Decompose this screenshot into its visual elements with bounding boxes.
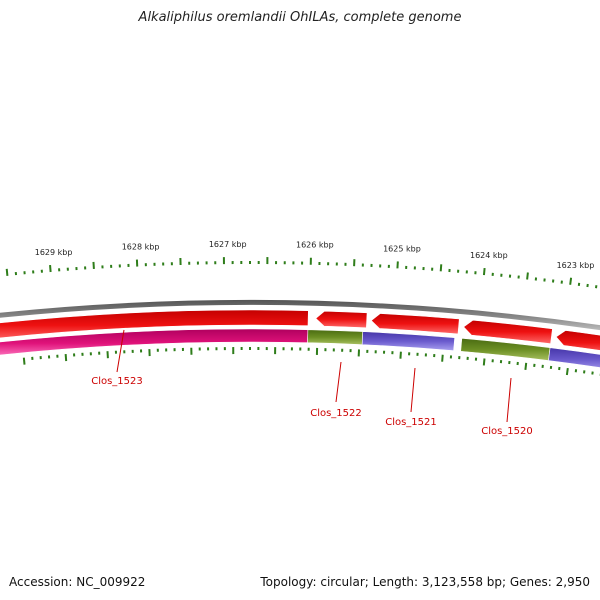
reverse-cds: [548, 347, 600, 368]
outer-tick: [49, 264, 52, 273]
inner-tick: [441, 354, 444, 362]
scale-label: 1626 kbp: [296, 241, 334, 250]
gene-label: Clos_1523: [91, 376, 143, 387]
forward-cds: [555, 330, 600, 351]
reverse-cds: [361, 331, 456, 351]
gene-label: Clos_1522: [310, 408, 362, 419]
inner-tick: [22, 357, 26, 365]
outer-tick: [569, 277, 573, 285]
outer-tick: [526, 272, 529, 280]
inner-tick: [64, 354, 68, 362]
scale-label: 1627 kbp: [209, 240, 247, 249]
inner-tick-ring: [22, 347, 600, 376]
forward-cds: [370, 313, 460, 335]
outer-tick: [5, 268, 9, 276]
scale-label: 1623 kbp: [557, 261, 595, 270]
gene-leader-line: [335, 361, 342, 403]
scale-label: 1624 kbp: [470, 251, 508, 260]
gene-label: Clos_1521: [385, 417, 437, 428]
inner-tick: [482, 358, 486, 366]
feature-tracks: [0, 300, 600, 368]
inner-tick: [565, 367, 569, 376]
gene-label: Clos_1520: [481, 426, 533, 437]
forward-cds: [0, 309, 309, 339]
gene-leader-line: [116, 329, 125, 373]
forward-cds: [463, 319, 553, 345]
gene-leader-line: [410, 367, 416, 413]
reverse-cds: [307, 329, 364, 345]
gene-labels: Clos_1523 Clos_1522 Clos_1521 Clos_1520: [91, 329, 533, 437]
inner-tick: [524, 362, 528, 370]
scale-label: 1625 kbp: [383, 244, 421, 253]
accession-text: Accession: NC_009922: [9, 575, 146, 589]
outer-tick-ring: [5, 257, 598, 289]
forward-cds: [315, 310, 368, 329]
scale-labels: 1629 kbp 1628 kbp 1627 kbp 1626 kbp 1625 kbp…: [35, 240, 595, 270]
genome-summary-text: Topology: circular; Length: 3,123,558 bp…: [260, 575, 590, 589]
backbone-ring: [0, 300, 600, 331]
map-title: Alkaliphilus oremlandii OhILAs, complete…: [138, 10, 462, 25]
scale-label: 1629 kbp: [35, 248, 73, 257]
outer-tick: [482, 267, 486, 276]
gene-leader-line: [506, 377, 512, 423]
scale-label: 1628 kbp: [122, 243, 160, 252]
outer-tick: [439, 264, 443, 272]
